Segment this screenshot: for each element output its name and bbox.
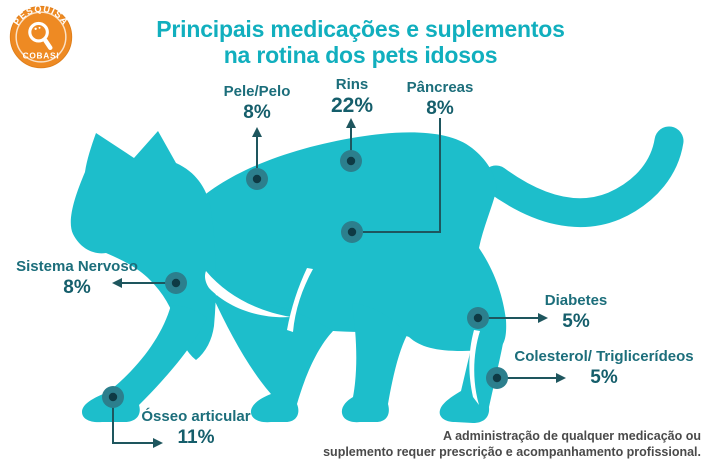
cat-head	[70, 131, 217, 360]
connector-lines	[112, 118, 566, 448]
marker-label: Pâncreas	[406, 79, 474, 96]
title-line-2: na rotina dos pets idosos	[223, 42, 498, 68]
marker-value: 5%	[590, 367, 618, 388]
connector-diabetes	[488, 313, 548, 323]
marker-osseo-articular: Ósseo articular 11%	[141, 408, 250, 448]
cat-hind-leg	[341, 303, 407, 423]
connector-rins	[346, 118, 356, 152]
marker-label: Rins	[335, 76, 369, 93]
cat-front-leg-2	[212, 295, 333, 423]
dot-sistema-nervoso	[165, 272, 187, 294]
marker-label: Sistema Nervoso	[16, 258, 138, 275]
cat-fur-gaps	[205, 268, 480, 405]
dot-rins	[340, 150, 362, 172]
marker-sistema-nervoso: Sistema Nervoso 8%	[16, 258, 138, 298]
cat-tail	[481, 126, 684, 228]
data-point-dots	[102, 150, 508, 408]
cat-front-leg	[82, 305, 207, 423]
marker-label: Pele/Pelo	[223, 83, 291, 100]
marker-label: Ósseo articular	[141, 408, 251, 425]
dot-pele-pelo	[246, 168, 268, 190]
dot-colesterol	[486, 367, 508, 389]
marker-pele-pelo: Pele/Pelo 8%	[224, 83, 291, 123]
badge-ring	[15, 11, 67, 63]
disclaimer-line-2: suplemento requer prescrição e acompanha…	[323, 444, 701, 459]
marker-rins: Rins 22%	[331, 76, 373, 116]
cobasi-pesquisa-badge: PESQUISA COBASI	[9, 4, 73, 69]
marker-value: 11%	[177, 427, 215, 448]
marker-value: 5%	[562, 311, 590, 332]
disclaimer-line-1: A administração de qualquer medicação ou	[443, 429, 701, 443]
connector-pele-pelo	[252, 127, 262, 168]
disclaimer: A administração de qualquer medicação ou…	[323, 429, 701, 460]
marker-value: 22%	[330, 94, 374, 117]
marker-colesterol: Colesterol/ Triglicerídeos 5%	[514, 348, 693, 388]
marker-label: Diabetes	[544, 292, 608, 309]
page-title: Principais medicações e suplementos na r…	[12, 16, 709, 68]
connector-osseo-articular	[112, 406, 163, 448]
connector-colesterol	[507, 373, 566, 383]
title-line-1: Principais medicações e suplementos	[156, 16, 565, 42]
marker-diabetes: Diabetes 5%	[545, 292, 608, 332]
connector-pancreas	[363, 118, 441, 233]
marker-label: Colesterol/ Triglicerídeos	[514, 348, 694, 365]
marker-value: 8%	[243, 102, 271, 123]
dot-osseo-articular	[102, 386, 124, 408]
marker-pancreas: Pâncreas 8%	[407, 79, 474, 119]
connector-sistema-nervoso	[112, 278, 170, 288]
dot-diabetes	[467, 307, 489, 329]
badge-bottom-text: COBASI	[23, 51, 60, 60]
dot-pancreas	[341, 221, 363, 243]
marker-value: 8%	[426, 98, 454, 119]
magnifier-icon	[28, 21, 53, 51]
badge-circle	[9, 5, 73, 69]
marker-value: 8%	[63, 277, 91, 298]
